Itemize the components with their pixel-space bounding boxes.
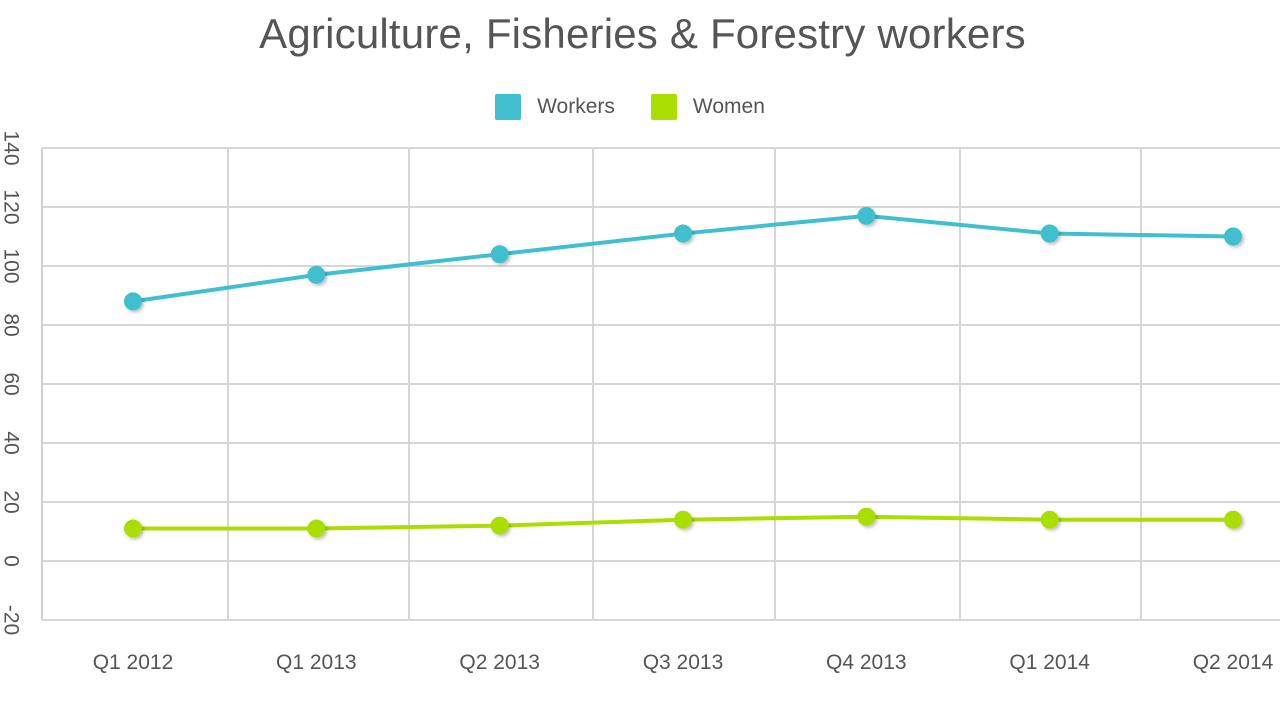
legend-swatch-workers [495,94,522,120]
legend-label-women: Women [692,95,765,118]
data-point-workers [1224,227,1242,246]
y-tick-label: 20 [0,490,22,513]
data-point-women [674,510,692,529]
data-point-workers [307,265,326,284]
data-point-workers [1040,224,1059,243]
legend-label-workers: Workers [537,95,615,118]
data-point-workers [857,206,876,225]
data-point-workers [674,224,692,243]
data-point-women [490,516,509,535]
data-point-women [307,519,326,538]
legend-item-women[interactable]: Women [650,94,765,120]
legend-item-workers[interactable]: Workers [495,94,615,120]
y-tick-label: 40 [0,431,22,454]
data-point-women [1224,510,1242,529]
chart-title: Agriculture, Fisheries & Forestry worker… [259,10,1026,57]
x-tick-label: Q1 2014 [1009,651,1090,674]
y-tick-label: 0 [0,555,22,567]
x-tick-label: Q1 2012 [93,651,174,674]
y-tick-label: 140 [0,130,22,165]
x-tick-label: Q1 2013 [276,651,357,674]
x-tick-label: Q3 2013 [643,651,724,674]
x-tick-label: Q4 2013 [826,651,907,674]
x-tick-label: Q2 2013 [459,651,540,674]
data-point-workers [124,292,142,311]
y-tick-label: 120 [0,189,22,224]
y-tick-label: 80 [0,313,22,336]
data-point-women [124,519,142,538]
data-point-workers [490,245,509,264]
y-tick-label: -20 [0,605,22,635]
legend: Workers Women [0,94,1260,120]
legend-swatch-women [650,94,677,120]
y-tick-label: 100 [0,248,22,283]
x-tick-label: Q2 2014 [1193,651,1274,674]
data-point-women [1040,510,1059,529]
data-point-women [857,507,876,526]
y-tick-label: 60 [0,372,22,395]
